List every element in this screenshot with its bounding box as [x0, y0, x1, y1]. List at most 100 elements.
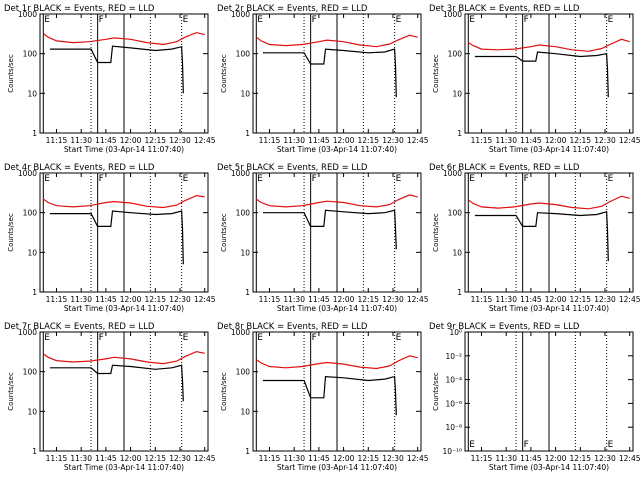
event-marker-label: E: [608, 15, 614, 25]
chart-panel: Det 9r BLACK = Events, RED = LLD E F E 11:15…: [429, 322, 640, 472]
series-line: [255, 355, 418, 370]
x-tick-label: 11:30: [283, 136, 305, 145]
x-tick-label: 12:45: [194, 295, 216, 304]
x-tick-label: 12:15: [357, 136, 379, 145]
x-tick-label: 11:30: [495, 454, 517, 463]
y-tick-label: 10: [27, 407, 37, 416]
y-tick-label: 100: [23, 209, 38, 218]
event-marker-label: F: [99, 174, 104, 184]
event-marker-label: E: [469, 15, 475, 25]
x-tick-label: 11:45: [308, 454, 330, 463]
event-marker-label: F: [99, 15, 104, 25]
x-tick-label: 11:30: [283, 295, 305, 304]
y-tick-label: 10⁰: [449, 328, 462, 337]
chart-title: Det 9r BLACK = Events, RED = LLD: [429, 322, 580, 332]
series-line: [49, 45, 184, 94]
y-tick-label: 10⁻⁶: [445, 399, 462, 408]
x-tick-label: 11:45: [95, 454, 117, 463]
x-tick-label: 11:45: [95, 136, 117, 145]
event-marker-label: E: [183, 15, 189, 25]
x-tick-label: 11:15: [46, 136, 68, 145]
x-tick-label: 12:30: [382, 295, 404, 304]
series-line: [262, 209, 397, 250]
event-marker-label: F: [524, 15, 529, 25]
plot-frame: [39, 331, 209, 452]
x-tick-label: 12:15: [569, 295, 591, 304]
chart-title: Det 7r BLACK = Events, RED = LLD: [4, 322, 155, 332]
y-tick-label: 1000: [18, 169, 37, 178]
y-tick-label: 10: [27, 248, 37, 257]
y-tick-label: 10⁻⁴: [445, 376, 462, 385]
x-tick-label: 12:00: [120, 295, 142, 304]
y-axis-label: Counts/sec: [7, 213, 15, 252]
chart-title: Det 3r BLACK = Events, RED = LLD: [429, 4, 580, 14]
y-tick-label: 1: [245, 447, 250, 456]
y-tick-label: 100: [23, 368, 38, 377]
x-tick-label: 11:30: [70, 136, 92, 145]
y-tick-label: 100: [23, 50, 38, 59]
event-marker-label: F: [312, 15, 317, 25]
x-tick-label: 12:30: [169, 295, 191, 304]
plot-frame: [252, 13, 422, 134]
x-tick-label: 12:45: [407, 136, 429, 145]
x-tick-label: 11:15: [259, 454, 281, 463]
series-line: [42, 194, 205, 209]
x-tick-label: 12:30: [382, 454, 404, 463]
plot-frame: [464, 331, 634, 452]
x-axis-label: Start Time (03-Apr-14 11:07:40): [489, 304, 609, 313]
y-tick-label: 1000: [231, 169, 250, 178]
chart-title: Det 8r BLACK = Events, RED = LLD: [217, 322, 368, 332]
x-tick-label: 11:30: [495, 136, 517, 145]
x-tick-label: 12:15: [569, 454, 591, 463]
x-tick-label: 12:15: [357, 295, 379, 304]
plot-frame: [252, 172, 422, 293]
y-tick-label: 10⁻²: [445, 352, 462, 361]
y-tick-label: 100: [236, 368, 251, 377]
x-tick-label: 12:30: [594, 136, 616, 145]
y-tick-label: 100: [236, 209, 251, 218]
x-tick-label: 12:00: [333, 454, 355, 463]
series-line: [255, 194, 418, 208]
y-tick-label: 1: [32, 288, 37, 297]
y-tick-label: 1: [245, 129, 250, 138]
y-axis-label: Counts/sec: [7, 54, 15, 93]
event-marker-label: E: [469, 440, 475, 450]
x-tick-label: 11:15: [259, 295, 281, 304]
series-line: [467, 195, 630, 210]
y-tick-label: 1000: [18, 10, 37, 19]
x-tick-label: 11:15: [46, 295, 68, 304]
y-axis-label: Counts/sec: [7, 372, 15, 411]
x-tick-label: 12:45: [194, 454, 216, 463]
event-marker-label: E: [396, 174, 402, 184]
y-tick-label: 10: [452, 248, 462, 257]
plot-frame: [252, 331, 422, 452]
y-axis-label: Counts/sec: [220, 213, 228, 252]
x-tick-label: 12:30: [382, 136, 404, 145]
event-marker-label: E: [257, 174, 263, 184]
x-tick-label: 12:00: [333, 136, 355, 145]
x-tick-label: 12:30: [169, 454, 191, 463]
event-marker-label: E: [44, 174, 50, 184]
x-tick-label: 11:45: [520, 295, 542, 304]
x-axis-label: Start Time (03-Apr-14 11:07:40): [64, 145, 184, 154]
x-tick-label: 11:30: [70, 295, 92, 304]
x-tick-label: 12:15: [144, 454, 166, 463]
event-marker-label: E: [257, 15, 263, 25]
event-marker-label: E: [44, 333, 50, 343]
x-tick-label: 11:45: [520, 454, 542, 463]
series-line: [467, 38, 630, 52]
plot-frame: [464, 172, 634, 293]
x-axis-label: Start Time (03-Apr-14 11:07:40): [277, 145, 397, 154]
x-tick-label: 12:45: [194, 136, 216, 145]
x-tick-label: 12:00: [545, 136, 567, 145]
x-tick-label: 11:15: [471, 136, 493, 145]
x-tick-label: 11:45: [95, 295, 117, 304]
x-tick-label: 12:00: [120, 454, 142, 463]
y-axis-label: Counts/sec: [220, 54, 228, 93]
event-marker-label: F: [99, 333, 104, 343]
event-marker-label: E: [396, 15, 402, 25]
series-line: [474, 51, 609, 98]
